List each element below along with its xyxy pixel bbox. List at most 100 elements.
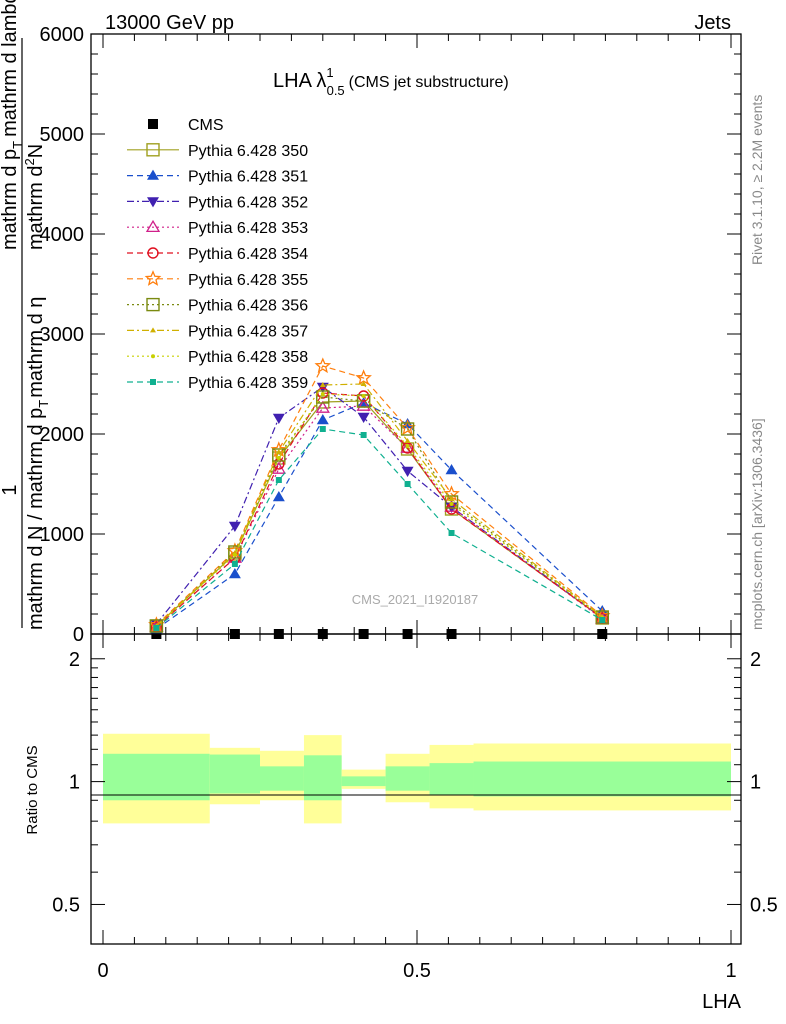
legend-item: Pythia 6.428 350 [127, 143, 308, 160]
x-axis-label: LHA [702, 991, 742, 1013]
data-point [444, 499, 459, 512]
series-line [156, 428, 603, 629]
series-line [155, 386, 603, 625]
x-tick-label: 0 [97, 960, 108, 982]
legend-item: Pythia 6.428 358 [127, 349, 308, 366]
legend-label: Pythia 6.428 352 [188, 194, 308, 211]
legend-item: Pythia 6.428 353 [127, 219, 308, 237]
legend-label: CMS [188, 117, 224, 134]
ratio-y-tick-label-right: 2 [750, 649, 761, 671]
ylabel-secondary-1: mathrm d [25, 166, 47, 250]
header-left: 13000 GeV pp [105, 12, 234, 34]
ylabel-part-3: mathrm d η [25, 297, 47, 398]
legend-item: Pythia 6.428 357 [127, 323, 308, 340]
legend-label: Pythia 6.428 357 [188, 323, 308, 340]
ylabel-secondary-6: mathrm d lambda [0, 0, 21, 137]
legend-label: Pythia 6.428 358 [188, 349, 308, 366]
ratio-band-inner [103, 753, 210, 801]
ylabel-secondary-3: N [25, 144, 47, 158]
data-point [229, 629, 240, 639]
data-point [319, 382, 326, 387]
legend-item: Pythia 6.428 359 [127, 375, 308, 392]
legend-label: Pythia 6.428 359 [188, 375, 308, 392]
header-right: Jets [694, 12, 731, 34]
series-line [155, 393, 603, 627]
data-point [402, 629, 413, 639]
data-point [276, 456, 281, 460]
y-tick-label: 4000 [40, 224, 85, 246]
legend-marker [147, 197, 159, 208]
legend-marker [146, 143, 160, 157]
data-point [361, 394, 366, 398]
data-point [356, 398, 371, 411]
legend: CMS Pythia 6.428 350 Pythia 6.428 351 Pythi… [127, 117, 308, 392]
ylabel-secondary-5: T [10, 141, 25, 149]
ylabel-secondary-2: 2 [22, 158, 37, 165]
data-point [275, 449, 282, 454]
ratio-band-inner [303, 755, 342, 801]
ratio-ylabel: Ratio to CMS [24, 745, 41, 834]
series-6 [148, 357, 611, 633]
x-tick-label: 0.5 [403, 960, 431, 982]
legend-marker [147, 169, 159, 180]
ylabel-denominator: mathrm d N / mathrm d pTmathrm d η [25, 297, 51, 630]
y-tick-label: 5000 [40, 124, 85, 146]
ratio-y-tick-label: 1 [69, 772, 80, 794]
y-axis-label: 1 mathrm d N / mathrm d pTmathrm d η mat… [0, 0, 51, 630]
data-point [232, 553, 237, 557]
ylabel-secondary-4: mathrm d p [0, 149, 21, 250]
data-point [399, 419, 416, 436]
data-point [317, 629, 328, 639]
data-point [401, 466, 414, 477]
chart-title-main: LHA λ [273, 70, 326, 92]
x-tick-label: 1 [725, 960, 736, 982]
ratio-ticks: 0.5 0.5 1 1 2 2 0 0.5 1 [52, 634, 778, 982]
data-point [320, 392, 325, 396]
legend-item: Pythia 6.428 355 [127, 270, 308, 289]
legend-item: Pythia 6.428 351 [127, 169, 308, 186]
y-tick-label: 0 [73, 624, 84, 646]
ratio-y-tick-label: 2 [69, 649, 80, 671]
ylabel-part-2: T [36, 400, 51, 408]
data-point [360, 381, 367, 386]
data-point [315, 400, 330, 413]
data-point [272, 491, 285, 502]
data-point [446, 629, 457, 639]
ratio-band-inner [209, 754, 260, 794]
data-point [405, 444, 410, 448]
ylabel-secondary: mathrm d2N [22, 144, 47, 250]
data-point [360, 432, 367, 438]
legend-marker [144, 270, 162, 286]
series-10 [153, 426, 606, 631]
data-point [449, 502, 454, 506]
legend-marker [145, 219, 161, 233]
data-point [319, 426, 326, 432]
chart-title-sub: 0.5 [327, 83, 345, 98]
series-0 [151, 629, 608, 639]
chart-title-suffix: (CMS jet substructure) [349, 74, 509, 91]
legend-label: Pythia 6.428 350 [188, 143, 308, 160]
data-point [231, 561, 238, 567]
data-point [400, 422, 415, 436]
data-point [275, 477, 282, 483]
data-point [272, 413, 285, 424]
data-point [404, 438, 411, 443]
chart-title-sup: 1 [326, 65, 333, 80]
legend-item: Pythia 6.428 352 [127, 194, 308, 211]
rivet-label: Rivet 3.1.10, ≥ 2.2M events [749, 95, 765, 265]
data-point [448, 530, 455, 536]
data-point [448, 496, 455, 501]
legend-label: Pythia 6.428 354 [188, 246, 308, 263]
legend-item: Pythia 6.428 354 [127, 246, 308, 263]
legend-marker [148, 119, 158, 129]
data-point [597, 629, 608, 639]
ratio-frame [90, 633, 742, 945]
legend-marker [147, 247, 159, 259]
ylabel-secondary-b: mathrm d pTmathrm d lambda [0, 0, 25, 250]
ratio-band-inner [385, 766, 430, 791]
ylabel-part-1: mathrm d N / mathrm d p [25, 408, 47, 630]
ratio-band-inner [341, 776, 386, 787]
ratio-y-tick-label-right: 1 [750, 772, 761, 794]
ratio-y-tick-label-right: 0.5 [750, 894, 778, 916]
